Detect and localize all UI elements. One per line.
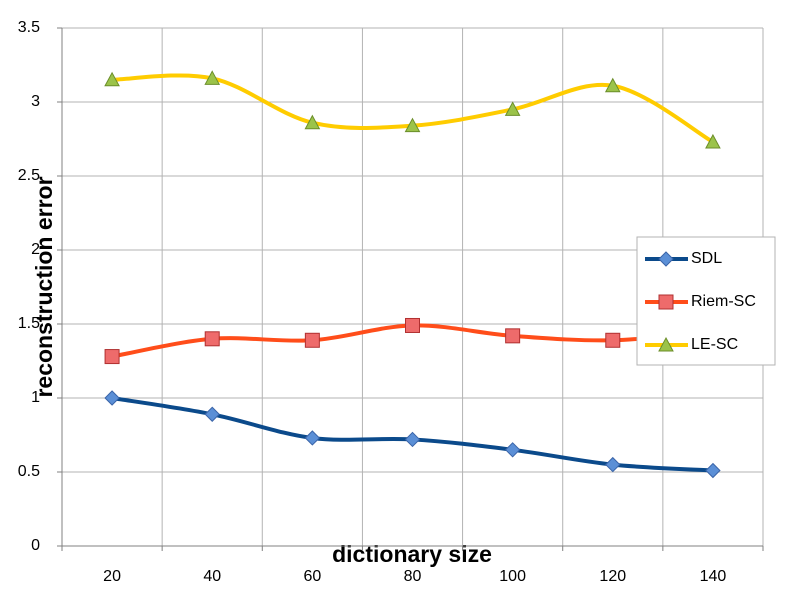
y-tick-label: 3 bbox=[31, 93, 40, 110]
x-tick-label: 40 bbox=[203, 568, 221, 585]
y-tick-label: 3.5 bbox=[18, 19, 40, 36]
y-tick-label: 2 bbox=[31, 241, 40, 258]
marker bbox=[605, 332, 621, 348]
legend: SDL Riem-SC LE-SC bbox=[636, 236, 776, 366]
marker bbox=[405, 317, 420, 333]
marker bbox=[705, 462, 721, 479]
y-tick-label: 0 bbox=[31, 537, 40, 554]
y-axis-title: reconstruction error bbox=[31, 176, 57, 397]
legend-label: Riem-SC bbox=[691, 293, 756, 310]
y-tick-label: 1.5 bbox=[18, 315, 40, 332]
y-tick-label: 0.5 bbox=[18, 463, 40, 480]
marker bbox=[404, 431, 421, 448]
marker bbox=[658, 294, 674, 310]
marker bbox=[658, 251, 674, 267]
marker bbox=[604, 77, 621, 93]
marker bbox=[304, 430, 321, 446]
x-tick-label: 60 bbox=[303, 568, 321, 585]
marker bbox=[104, 390, 120, 406]
marker bbox=[605, 456, 621, 473]
x-tick-label: 80 bbox=[404, 568, 422, 585]
marker bbox=[304, 332, 320, 348]
y-tick-label: 2.5 bbox=[18, 167, 40, 184]
marker bbox=[204, 331, 220, 347]
x-tick-label: 140 bbox=[700, 568, 727, 585]
marker bbox=[104, 349, 120, 365]
legend-label: LE-SC bbox=[691, 336, 738, 353]
marker bbox=[705, 133, 721, 149]
marker bbox=[204, 406, 220, 422]
marker bbox=[404, 117, 421, 133]
x-axis-title: dictionary size bbox=[332, 541, 492, 567]
y-tick-label: 1 bbox=[31, 389, 40, 406]
marker bbox=[504, 442, 521, 458]
marker bbox=[204, 70, 221, 85]
x-tick-label: 100 bbox=[499, 568, 526, 585]
legend-label: SDL bbox=[691, 250, 722, 267]
marker bbox=[658, 336, 674, 352]
x-tick-label: 120 bbox=[599, 568, 626, 585]
marker bbox=[304, 114, 321, 130]
marker bbox=[104, 71, 120, 87]
x-tick-label: 20 bbox=[103, 568, 121, 585]
marker bbox=[504, 101, 521, 116]
marker bbox=[505, 328, 521, 344]
